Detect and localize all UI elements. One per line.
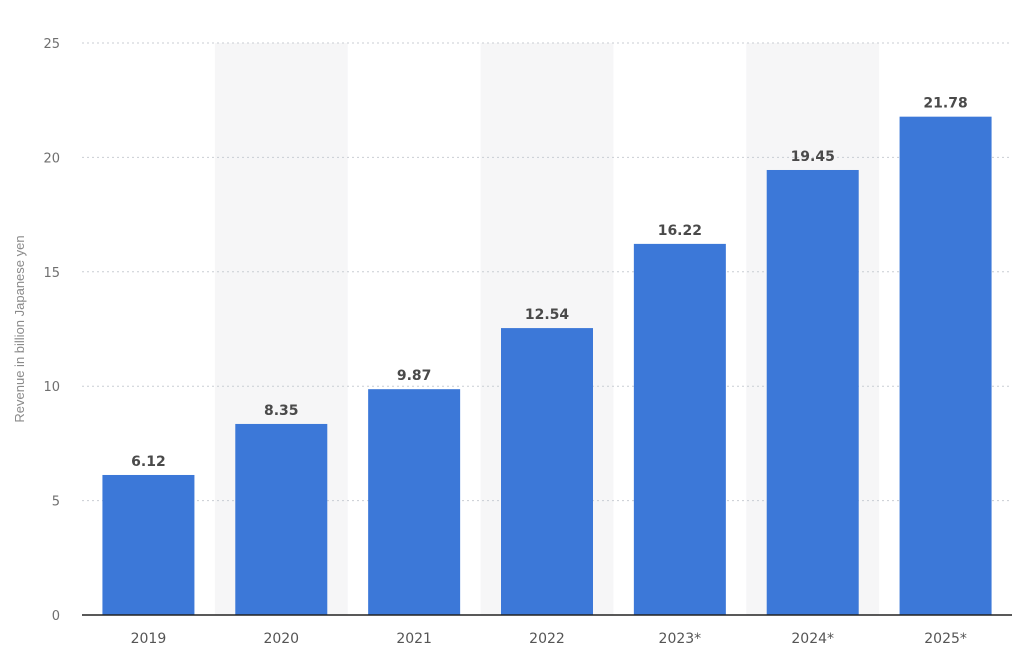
data-label: 19.45 bbox=[791, 149, 835, 165]
data-label: 9.87 bbox=[397, 368, 432, 384]
x-tick-label: 2023* bbox=[659, 631, 702, 647]
x-tick-label: 2019 bbox=[131, 631, 167, 647]
data-label: 16.22 bbox=[658, 223, 702, 239]
bar bbox=[633, 243, 726, 615]
y-axis-ticks: 0 5 10 15 20 25 bbox=[43, 37, 60, 624]
x-tick-label: 2025* bbox=[924, 631, 967, 647]
data-label: 8.35 bbox=[264, 403, 299, 419]
y-tick-label: 0 bbox=[52, 609, 60, 624]
bar bbox=[766, 169, 859, 615]
y-tick-label: 15 bbox=[43, 266, 60, 281]
data-label: 12.54 bbox=[525, 307, 570, 323]
data-label: 21.78 bbox=[923, 96, 967, 112]
y-tick-label: 25 bbox=[43, 37, 60, 52]
x-tick-label: 2024* bbox=[791, 631, 834, 647]
bar bbox=[102, 474, 195, 615]
x-tick-label: 2021 bbox=[396, 631, 432, 647]
y-tick-label: 10 bbox=[43, 380, 60, 395]
bar bbox=[235, 423, 328, 615]
y-axis-label: Revenue in billion Japanese yen bbox=[12, 235, 27, 422]
y-tick-label: 5 bbox=[52, 495, 60, 510]
x-tick-label: 2020 bbox=[263, 631, 299, 647]
x-tick-label: 2022 bbox=[529, 631, 565, 647]
data-label: 6.12 bbox=[131, 454, 166, 470]
data-labels: 6.12 8.35 9.87 12.54 16.22 19.45 21.78 bbox=[131, 96, 968, 470]
x-axis-ticks: 2019 2020 2021 2022 2023* 2024* 2025* bbox=[131, 631, 967, 647]
bars bbox=[102, 116, 992, 616]
y-tick-label: 20 bbox=[43, 151, 60, 166]
bar bbox=[501, 328, 593, 615]
bar bbox=[899, 116, 992, 616]
bar bbox=[368, 389, 461, 615]
